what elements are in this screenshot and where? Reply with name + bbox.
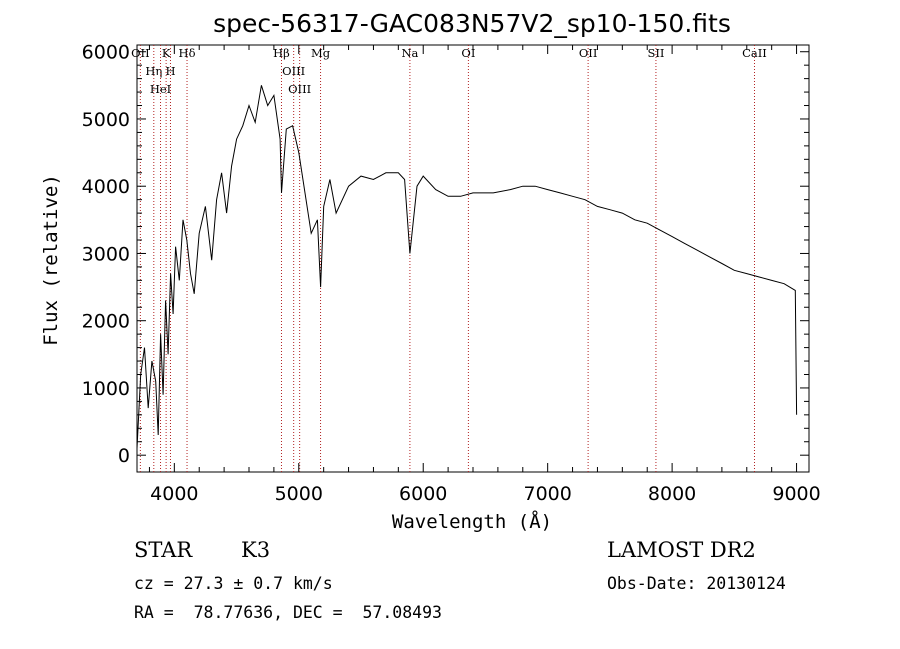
line-marker-label: HeI xyxy=(150,82,171,96)
survey-name: LAMOST DR2 xyxy=(607,538,756,562)
y-tick-label: 1000 xyxy=(82,378,130,400)
line-marker-label: OII xyxy=(579,46,598,60)
y-axis-ticks: 0 1000 2000 3000 4000 5000 6000 xyxy=(82,42,809,467)
line-marker-label: Hδ xyxy=(179,46,196,60)
y-tick-label: 2000 xyxy=(82,311,130,333)
line-marker-label: OII xyxy=(131,46,150,60)
x-axis-ticks: 4000 5000 6000 7000 8000 9000 xyxy=(148,45,821,505)
line-marker-label: CaII xyxy=(742,46,767,60)
x-tick-label: 4000 xyxy=(150,483,198,505)
x-tick-label: 6000 xyxy=(399,483,447,505)
line-marker-label: SII xyxy=(647,46,664,60)
x-tick-label: 5000 xyxy=(275,483,323,505)
line-marker-label: K xyxy=(162,46,171,60)
line-marker-label: OI xyxy=(461,46,475,60)
y-tick-label: 5000 xyxy=(82,109,130,131)
x-tick-label: 7000 xyxy=(523,483,571,505)
x-tick-label: 8000 xyxy=(648,483,696,505)
x-tick-label: 9000 xyxy=(772,483,820,505)
ra-dec: RA = 78.77636, DEC = 57.08493 xyxy=(134,603,442,622)
chart-title: spec-56317-GAC083N57V2_sp10-150.fits xyxy=(213,9,731,38)
emission-line-markers: OII Hη HeI KH Hδ Hβ OIII OIII Mg Na OI OII SII CaII xyxy=(131,45,767,472)
y-tick-label: 3000 xyxy=(82,243,130,265)
y-tick-label: 4000 xyxy=(82,176,130,198)
redshift-cz: cz = 27.3 ± 0.7 km/s xyxy=(134,574,333,593)
line-marker-label: Mg xyxy=(311,46,331,60)
y-axis-label: Flux (relative) xyxy=(40,174,62,346)
y-tick-label: 6000 xyxy=(82,42,130,64)
x-axis-label: Wavelength (Å) xyxy=(392,510,552,533)
spectrum-line xyxy=(136,85,798,449)
y-tick-label: 0 xyxy=(118,445,130,467)
line-marker-label: Hβ xyxy=(273,46,290,60)
line-marker-label: OIII xyxy=(288,82,311,96)
observation-date: Obs-Date: 20130124 xyxy=(607,574,786,593)
plot-frame xyxy=(136,44,810,473)
object-class: STAR xyxy=(134,538,193,562)
object-subclass: K3 xyxy=(241,538,271,562)
line-marker-label: Hη xyxy=(145,64,162,78)
line-marker-label: Na xyxy=(401,46,418,60)
line-marker-label: H xyxy=(165,64,175,78)
line-marker-label: OIII xyxy=(282,64,305,78)
